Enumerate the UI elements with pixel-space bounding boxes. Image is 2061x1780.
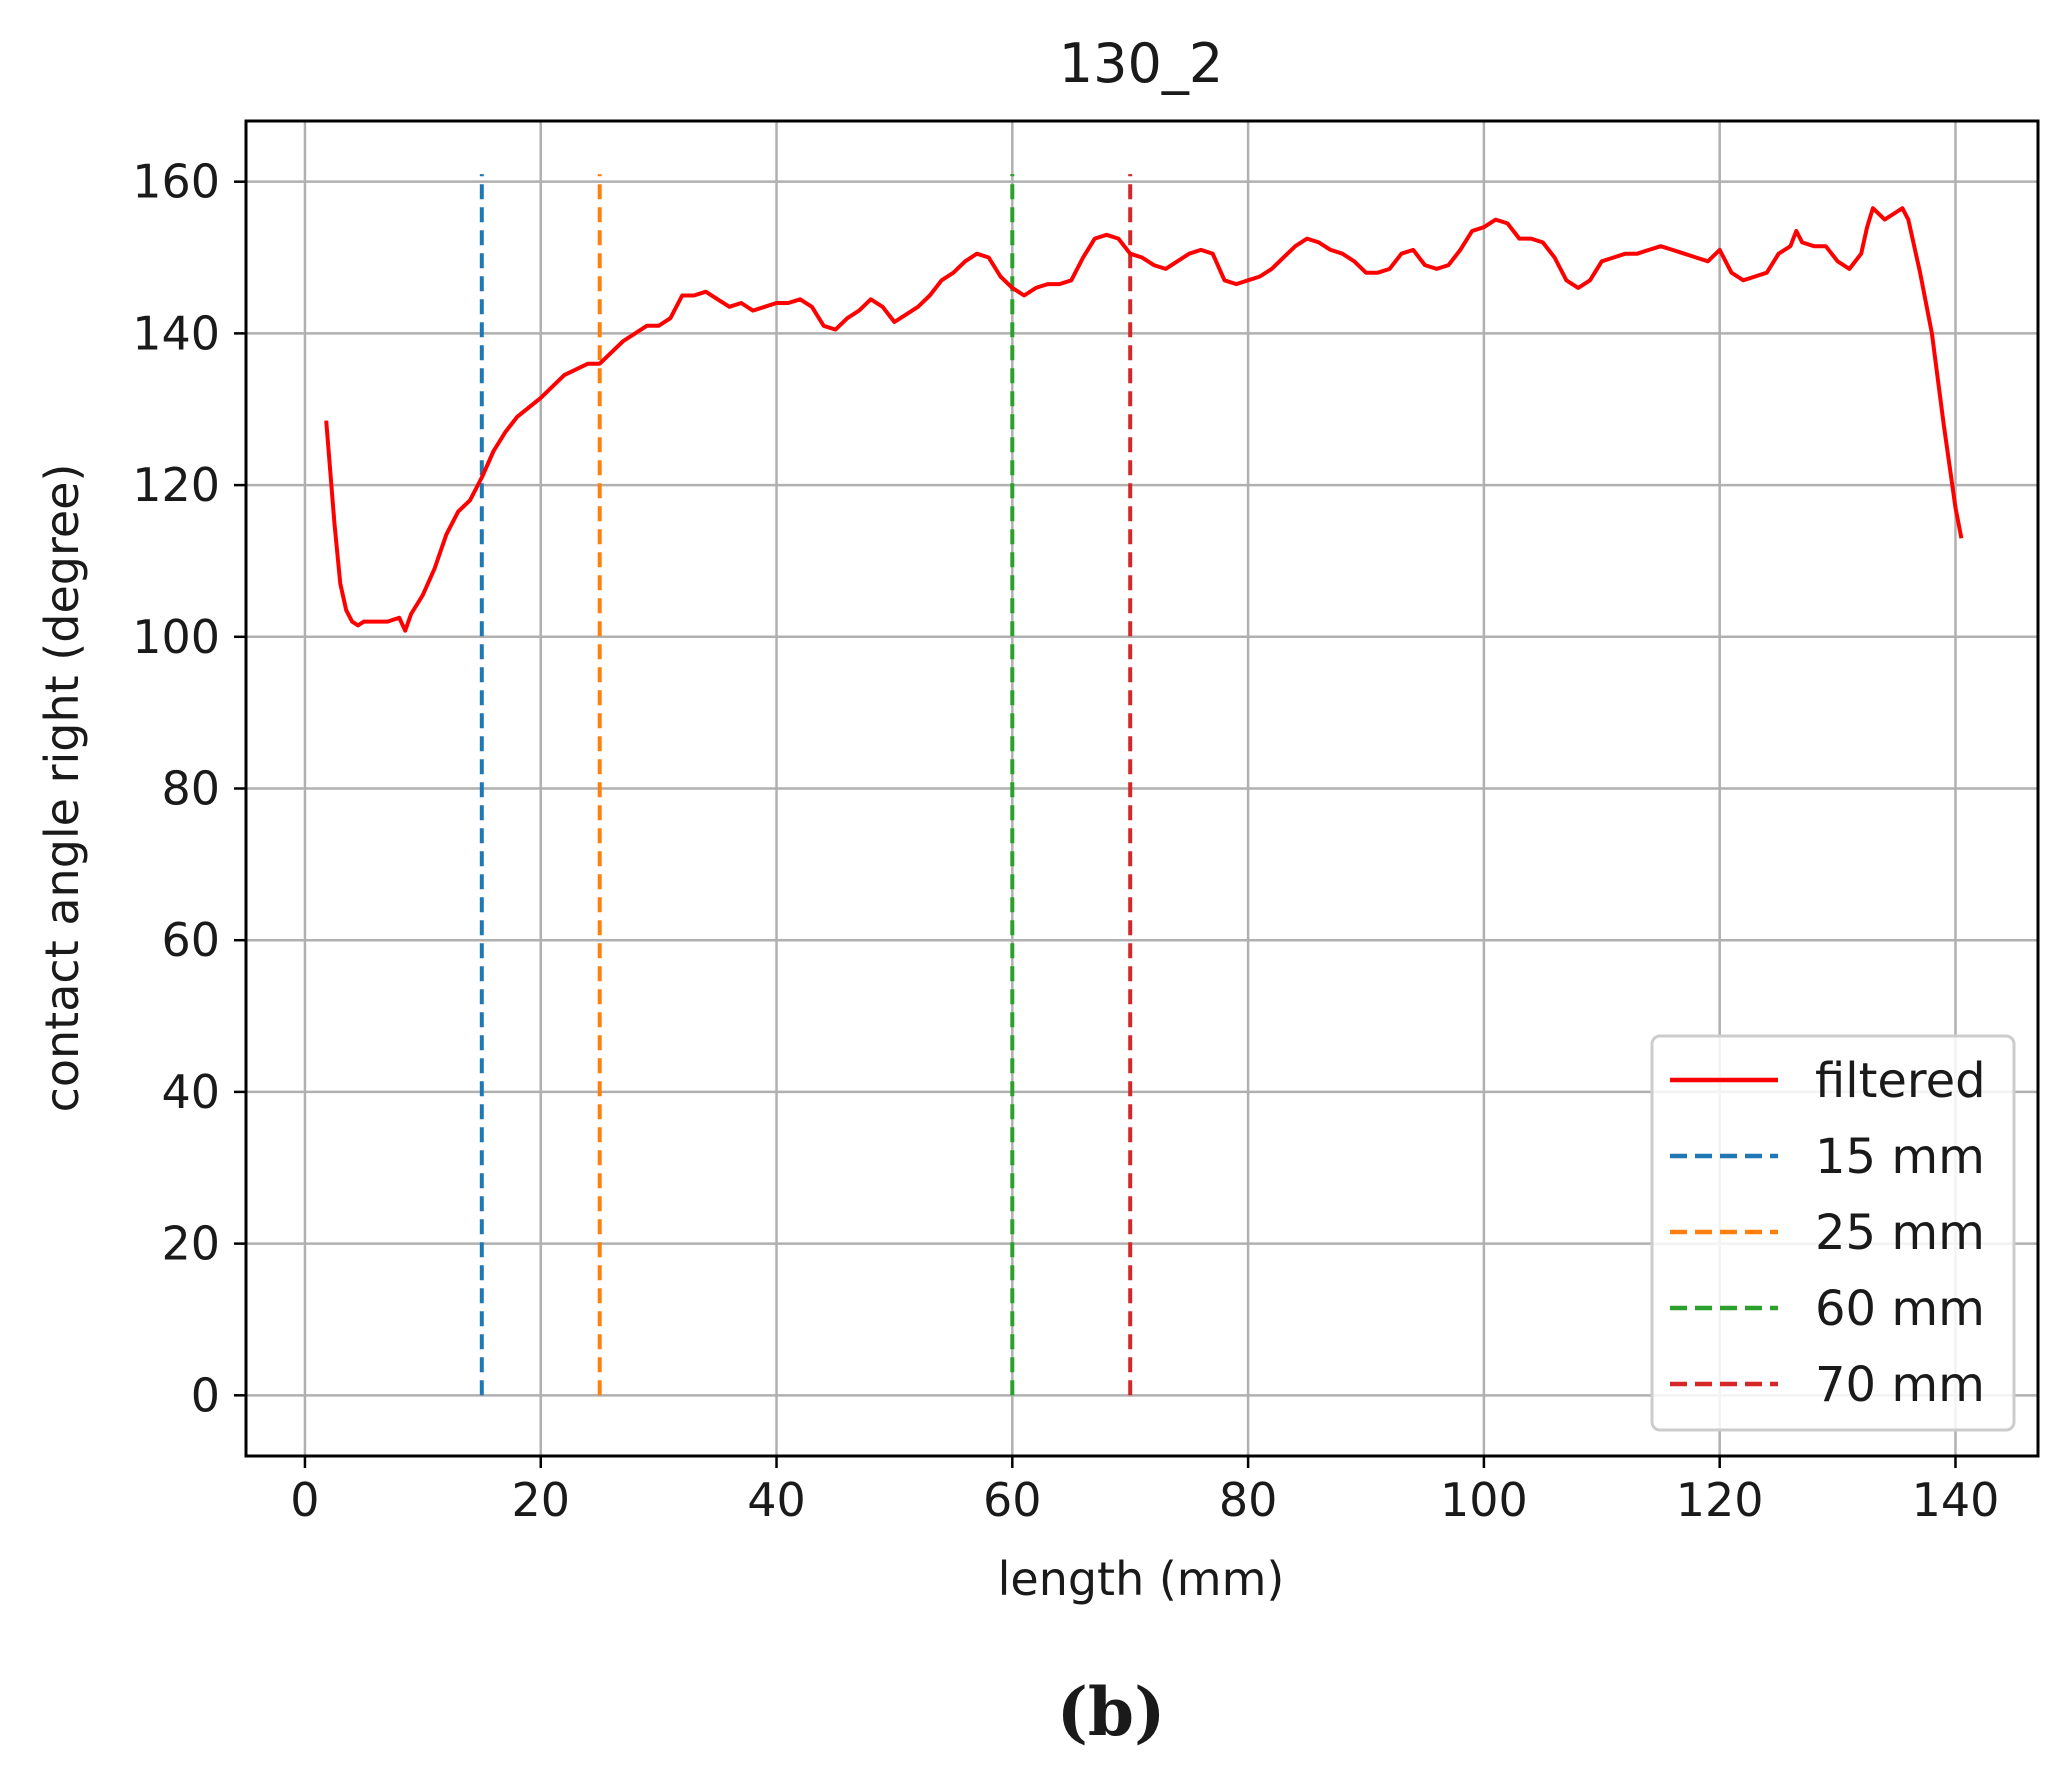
y-tick-label: 120 bbox=[132, 458, 220, 512]
y-tick-label: 160 bbox=[132, 155, 220, 209]
x-tick-label: 20 bbox=[511, 1473, 570, 1527]
x-tick-label: 100 bbox=[1440, 1473, 1528, 1527]
y-tick-label: 80 bbox=[161, 762, 220, 816]
y-tick-label: 0 bbox=[191, 1368, 220, 1422]
legend: filtered 15 mm 25 mm 60 mm 70 mm bbox=[1650, 1034, 2016, 1432]
legend-label-25-mm: 25 mm bbox=[1815, 1205, 1985, 1261]
chart-title: 130_2 bbox=[1059, 32, 1223, 95]
legend-label-70-mm: 70 mm bbox=[1815, 1357, 1985, 1413]
x-tick-label: 120 bbox=[1676, 1473, 1764, 1527]
grid bbox=[246, 121, 2038, 1456]
legend-label-60-mm: 60 mm bbox=[1815, 1281, 1985, 1337]
x-tick-label: 140 bbox=[1912, 1473, 2000, 1527]
series-line-filtered bbox=[324, 206, 1964, 633]
legend-label-15-mm: 15 mm bbox=[1815, 1129, 1985, 1185]
plot-series bbox=[324, 174, 1964, 1396]
figure-caption: (b) bbox=[1057, 1673, 1166, 1751]
axis-ticks: 0 20 40 60 80 100 120 140 0 20 40 60 80 100 120 140 160 bbox=[132, 155, 1999, 1527]
legend-label-filtered: filtered bbox=[1815, 1053, 1986, 1109]
y-tick-label: 60 bbox=[161, 913, 220, 967]
y-tick-label: 40 bbox=[161, 1065, 220, 1119]
y-tick-label: 20 bbox=[161, 1217, 220, 1271]
x-tick-label: 40 bbox=[747, 1473, 806, 1527]
y-tick-label: 100 bbox=[132, 610, 220, 664]
y-tick-label: 140 bbox=[132, 306, 220, 360]
x-tick-label: 0 bbox=[290, 1473, 319, 1527]
legend-box bbox=[1650, 1034, 2016, 1432]
x-tick-label: 80 bbox=[1219, 1473, 1278, 1527]
x-axis-label: length (mm) bbox=[998, 1552, 1285, 1606]
y-axis-label: contact angle right (degree) bbox=[35, 464, 89, 1113]
x-tick-label: 60 bbox=[983, 1473, 1042, 1527]
